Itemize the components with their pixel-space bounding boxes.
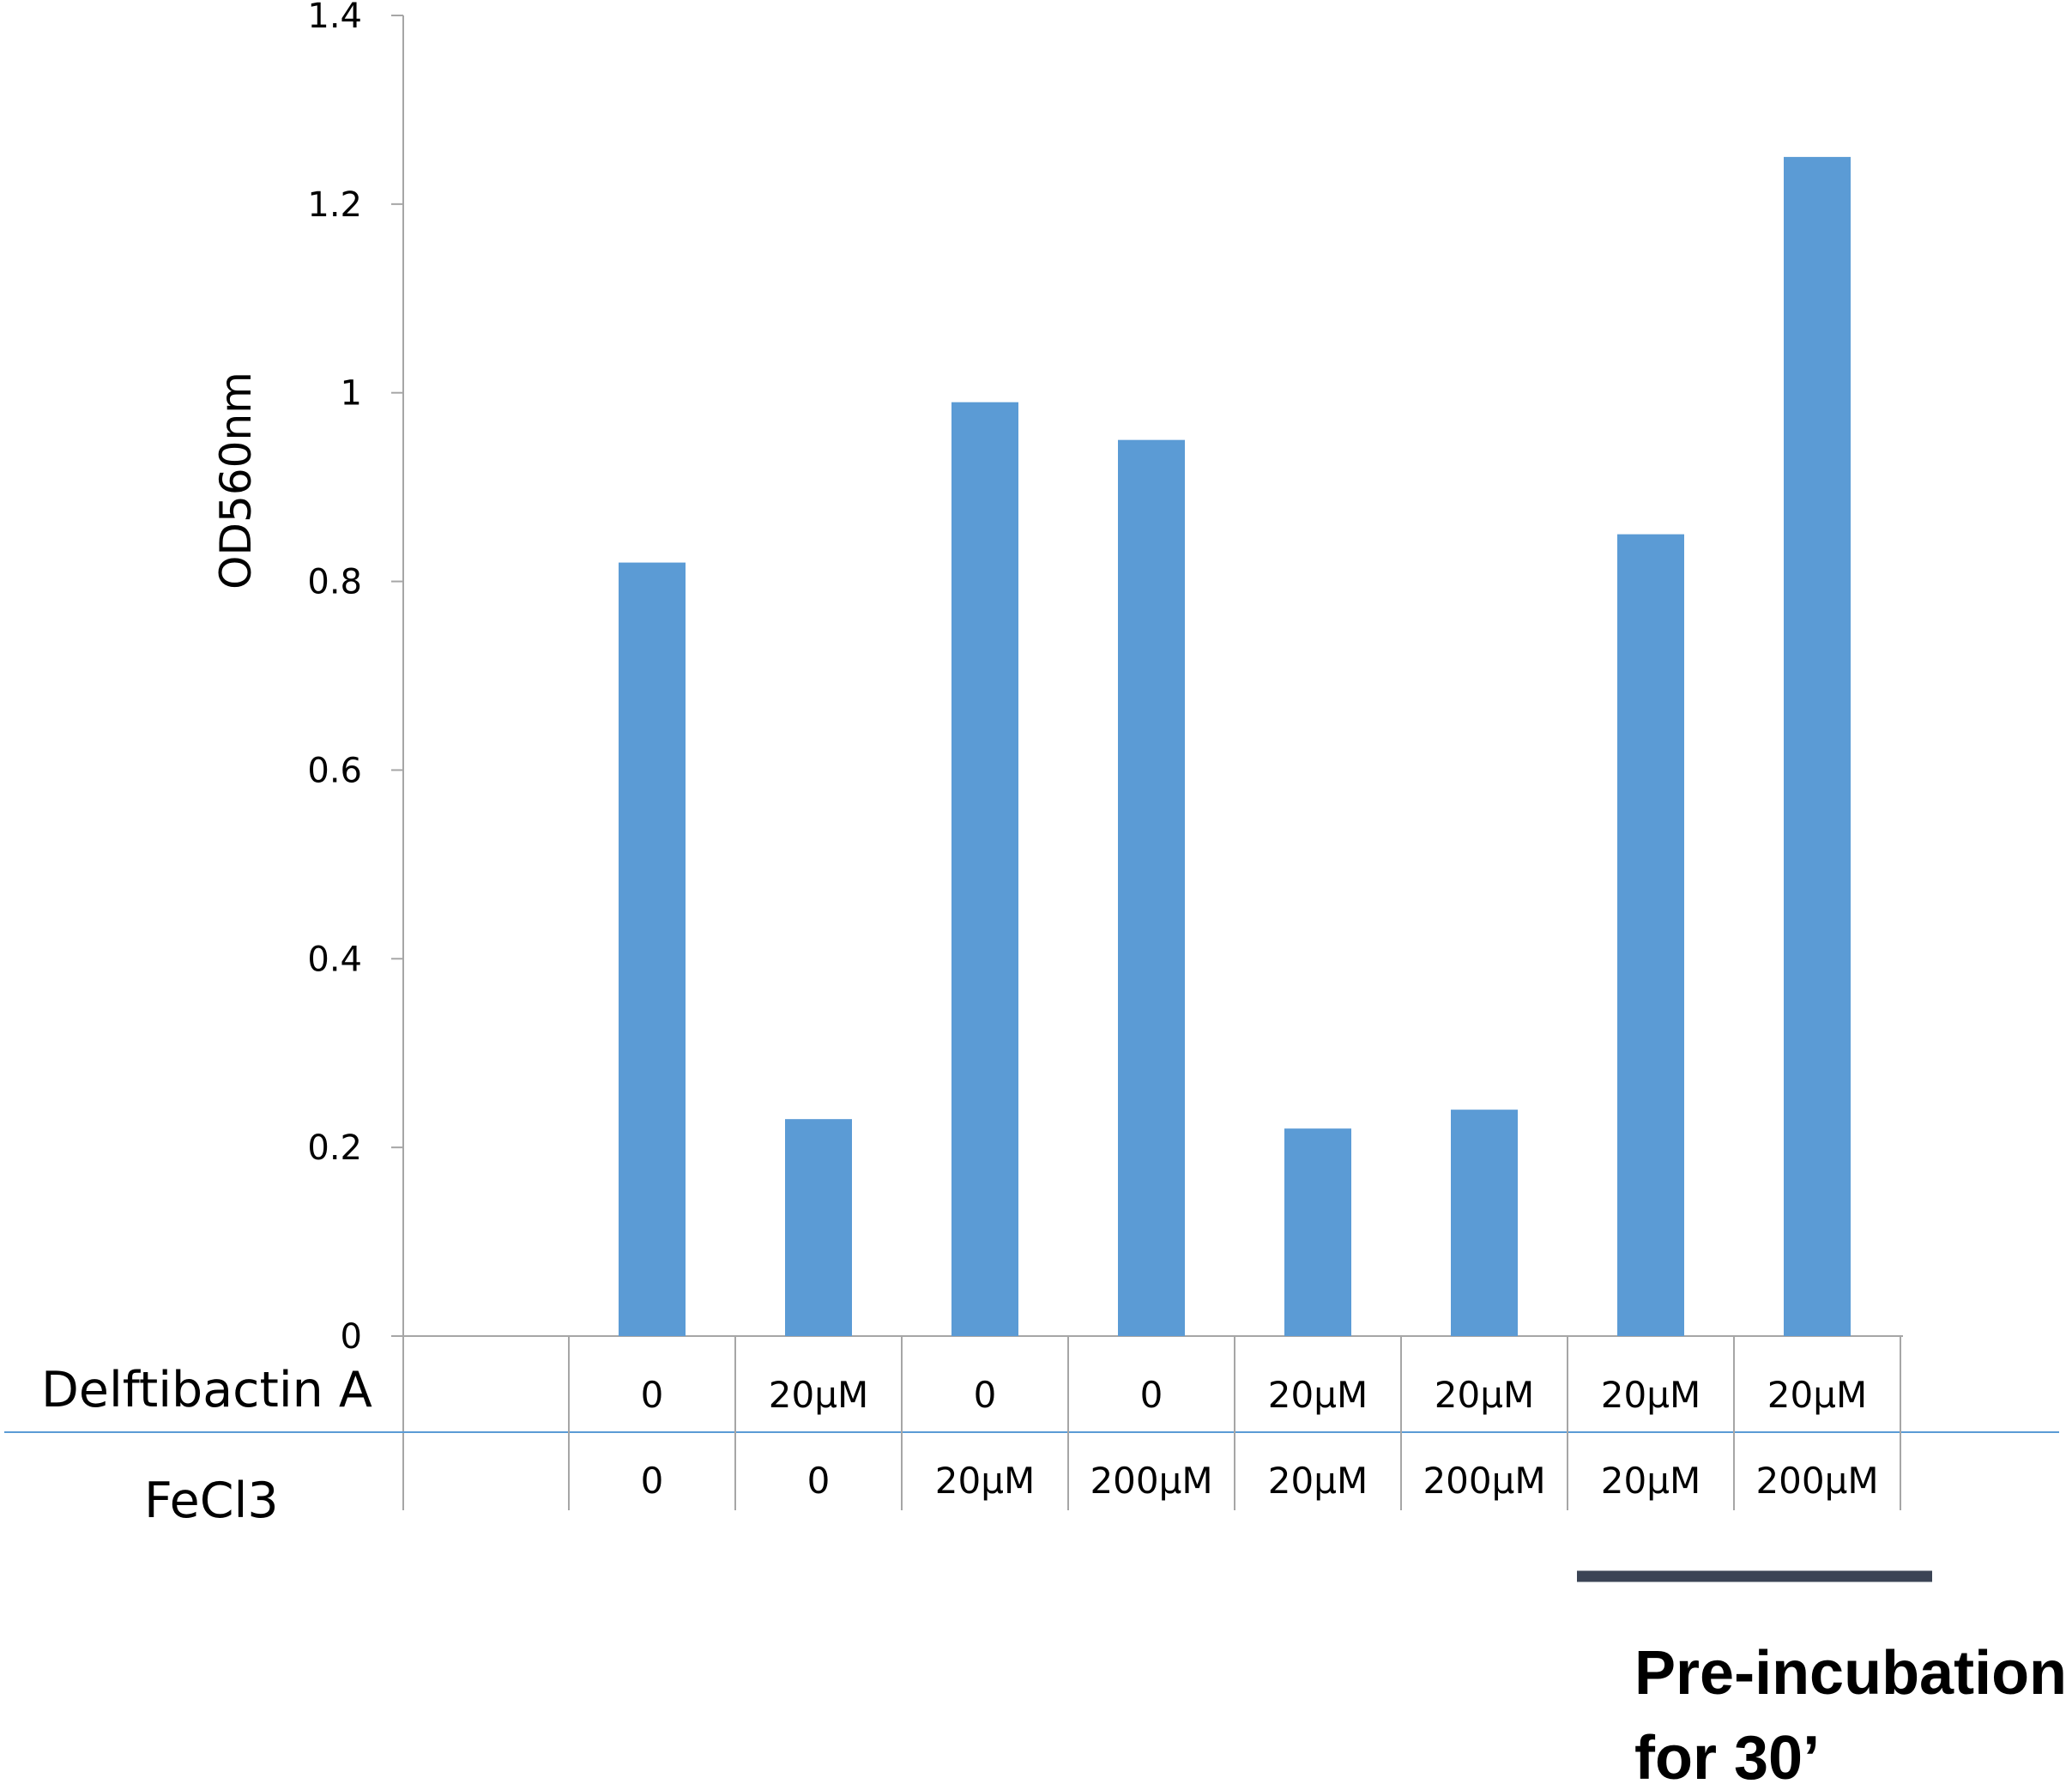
table-cell: 20μM [1767, 1374, 1867, 1416]
table-cells: 0 20μM 0 0 20μM 20μM 20μM 20μM 0 0 20μM 200μM 20μM 20… [641, 1374, 1879, 1502]
y-tick-label: 0.2 [307, 1128, 362, 1168]
bar [1118, 439, 1185, 1336]
table-cell: 0 [974, 1374, 997, 1416]
y-ticks: 0 0.2 0.4 0.6 0.8 1 1.2 1.4 [307, 0, 403, 1357]
table-cell: 20μM [935, 1460, 1035, 1502]
bar [1784, 156, 1851, 1337]
table-cell: 20μM [1268, 1374, 1368, 1416]
bar [619, 562, 686, 1336]
table-cell: 200μM [1755, 1460, 1878, 1502]
table-cell: 200μM [1423, 1460, 1545, 1502]
bar [1451, 1110, 1518, 1336]
annotation-line-1: Pre-incubation [1634, 1639, 2067, 1708]
y-axis-title: OD560nm [211, 372, 261, 590]
table-cell: 20μM [769, 1374, 868, 1416]
bar [951, 402, 1018, 1336]
y-tick-label: 0.8 [307, 563, 362, 602]
annotation-line-2: for 30’ [1634, 1724, 1820, 1784]
bar [1284, 1128, 1351, 1336]
table-cell: 200μM [1090, 1460, 1212, 1502]
table-dividers [568, 1336, 1901, 1510]
y-tick-label: 0 [341, 1317, 362, 1357]
bar [785, 1119, 852, 1336]
table-cell: 20μM [1435, 1374, 1534, 1416]
y-tick-label: 1.2 [307, 185, 362, 225]
y-tick-label: 0.4 [307, 940, 362, 979]
table-cell: 0 [807, 1460, 831, 1502]
table-cell: 20μM [1268, 1460, 1368, 1502]
table-cell: 0 [1140, 1374, 1163, 1416]
row-label-delftibactin: Delftibactin A [41, 1362, 372, 1418]
y-tick-label: 1.4 [307, 0, 362, 36]
row-label-fecl3: FeCl3 [144, 1473, 279, 1529]
table-cell: 20μM [1601, 1374, 1700, 1416]
y-tick-label: 1 [341, 374, 362, 414]
table-cell: 20μM [1601, 1460, 1700, 1502]
table-cell: 0 [641, 1460, 664, 1502]
bar [1617, 534, 1684, 1336]
bars [619, 156, 1851, 1337]
table-cell: 0 [641, 1374, 664, 1416]
y-tick-label: 0.6 [307, 751, 362, 790]
